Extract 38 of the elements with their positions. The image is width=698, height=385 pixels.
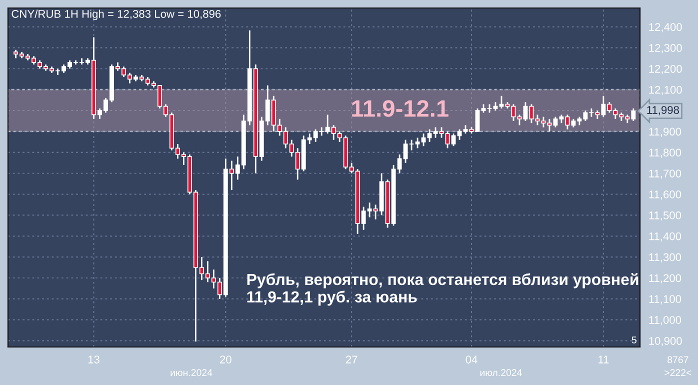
candlestick: [439, 126, 444, 138]
text: >222<: [664, 369, 692, 376]
chart-title: CNY/RUB 1H High = 12,383 Low = 10,896: [12, 10, 221, 20]
candlestick: [445, 130, 450, 149]
y-tick-label: 11,700: [649, 170, 682, 179]
x-tick-label: 27: [346, 356, 358, 364]
y-tick-label: 11,000: [649, 316, 682, 326]
y-tick-label: 11,900: [649, 128, 682, 137]
x-tick-label: 04: [466, 356, 478, 364]
y-tick-label: 11,400: [649, 232, 682, 242]
annotation: 5: [632, 336, 636, 344]
y-tick-label: 10,900: [649, 336, 682, 346]
text: июн.2024: [170, 369, 212, 376]
y-tick-label: 11,300: [649, 253, 682, 262]
candlestick: [499, 95, 504, 110]
text: 11,998: [647, 106, 679, 116]
x-tick-label: 13: [88, 356, 100, 364]
y-tick-label: 11,500: [649, 211, 682, 221]
y-tick-label: 11,800: [649, 148, 682, 158]
y-tick-label: 12,400: [649, 23, 682, 32]
candlestick: [457, 128, 462, 141]
y-tick-label: 12,300: [649, 44, 682, 54]
candlestick: [451, 132, 456, 147]
candlestick: [475, 108, 480, 132]
text: июл.2024: [480, 369, 522, 376]
candlestick: [433, 126, 438, 138]
y-tick-label: 11,100: [649, 295, 682, 304]
candlestick: [517, 114, 522, 126]
y-tick-label: 11,200: [649, 274, 682, 284]
band-label: 11.9-12.1: [352, 100, 448, 117]
y-tick-label: 11,600: [649, 190, 682, 200]
candlestick: [523, 101, 528, 122]
x-tick-label: 11: [598, 356, 609, 364]
y-tick-label: 12,100: [649, 86, 682, 96]
x-tick-label: 20: [220, 356, 232, 364]
text: 8767: [668, 356, 688, 364]
y-tick-label: 12,200: [649, 64, 682, 74]
annotation: Рубль, вероятно, пока останется вблизи уровней 11,9-12,1 руб. за юань: [247, 273, 638, 306]
